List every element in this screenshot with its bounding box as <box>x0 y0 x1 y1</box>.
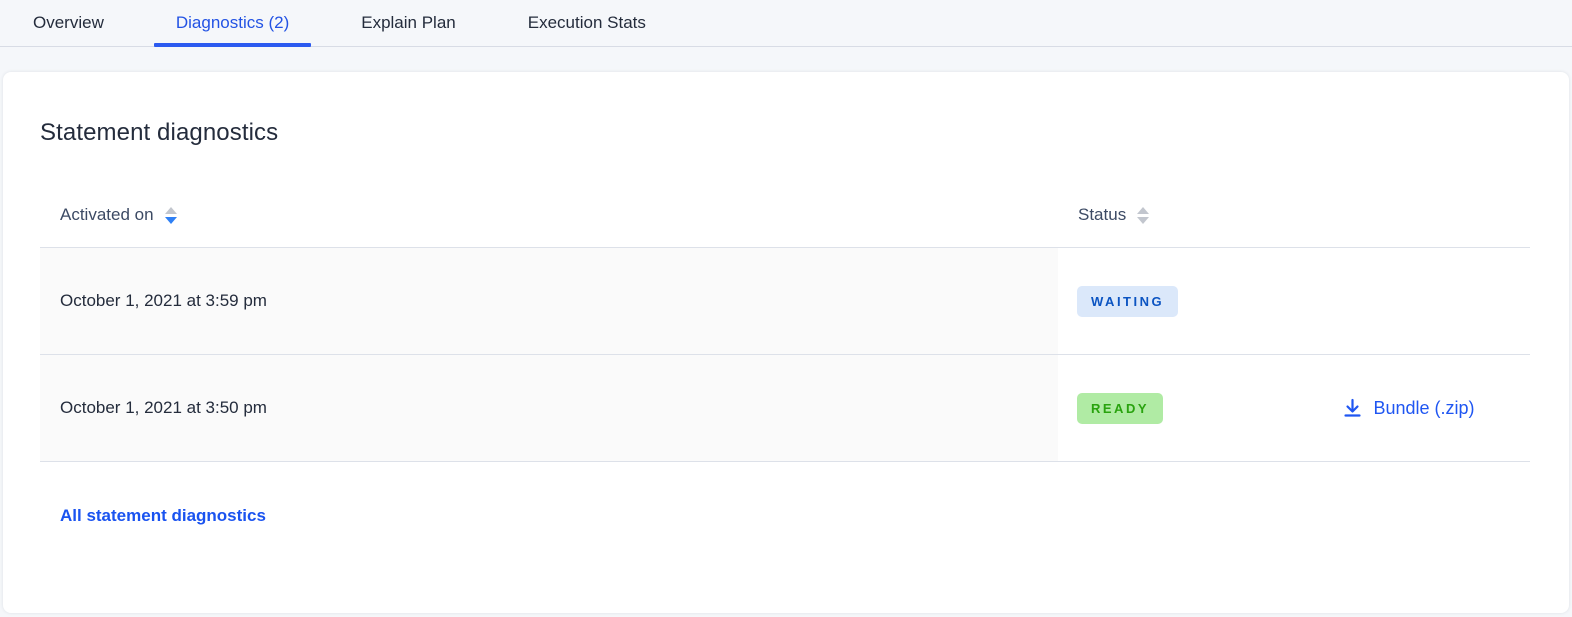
statement-diagnostics-panel: Statement diagnostics Activated on Statu… <box>3 72 1569 613</box>
tab-explain-plan[interactable]: Explain Plan <box>361 13 456 32</box>
activated-on-cell: October 1, 2021 at 3:50 pm <box>40 355 1058 461</box>
actions-cell: Bundle (.zip) <box>1288 398 1530 419</box>
activated-on-cell: October 1, 2021 at 3:59 pm <box>40 248 1058 354</box>
sort-arrows-icon[interactable] <box>1137 206 1150 224</box>
tab-execution-stats[interactable]: Execution Stats <box>527 13 646 32</box>
bundle-link-label: Bundle (.zip) <box>1373 397 1475 418</box>
table-header-row: Activated on Status <box>40 205 1530 248</box>
table-row: October 1, 2021 at 3:59 pm WAITING <box>40 248 1530 355</box>
tab-diagnostics[interactable]: Diagnostics (2) <box>153 0 312 47</box>
sort-asc-icon <box>164 206 177 214</box>
table-row: October 1, 2021 at 3:50 pm READY Bundle … <box>40 355 1530 462</box>
sort-arrows-icon[interactable] <box>164 206 177 224</box>
status-cell: READY <box>1058 392 1288 424</box>
tab-bar: Overview Diagnostics (2) Explain Plan Ex… <box>0 0 1572 47</box>
status-cell: WAITING <box>1058 285 1288 317</box>
status-badge: WAITING <box>1077 285 1179 317</box>
all-statement-diagnostics-link[interactable]: All statement diagnostics <box>60 506 266 525</box>
bundle-download-link[interactable]: Bundle (.zip) <box>1343 397 1475 419</box>
column-header-activated-on[interactable]: Activated on <box>40 205 1058 225</box>
sort-desc-icon <box>1137 216 1150 224</box>
diagnostics-table: Activated on Status October 1, 2021 at 3… <box>40 205 1530 462</box>
sort-desc-icon <box>164 216 177 224</box>
status-badge: READY <box>1077 392 1164 424</box>
page-title: Statement diagnostics <box>40 119 279 146</box>
download-icon <box>1344 398 1362 417</box>
sort-asc-icon <box>1137 206 1150 214</box>
column-header-status[interactable]: Status <box>1058 205 1288 225</box>
column-header-status-label: Status <box>1078 205 1127 224</box>
tab-overview[interactable]: Overview <box>33 13 104 32</box>
column-header-activated-on-label: Activated on <box>60 205 154 224</box>
